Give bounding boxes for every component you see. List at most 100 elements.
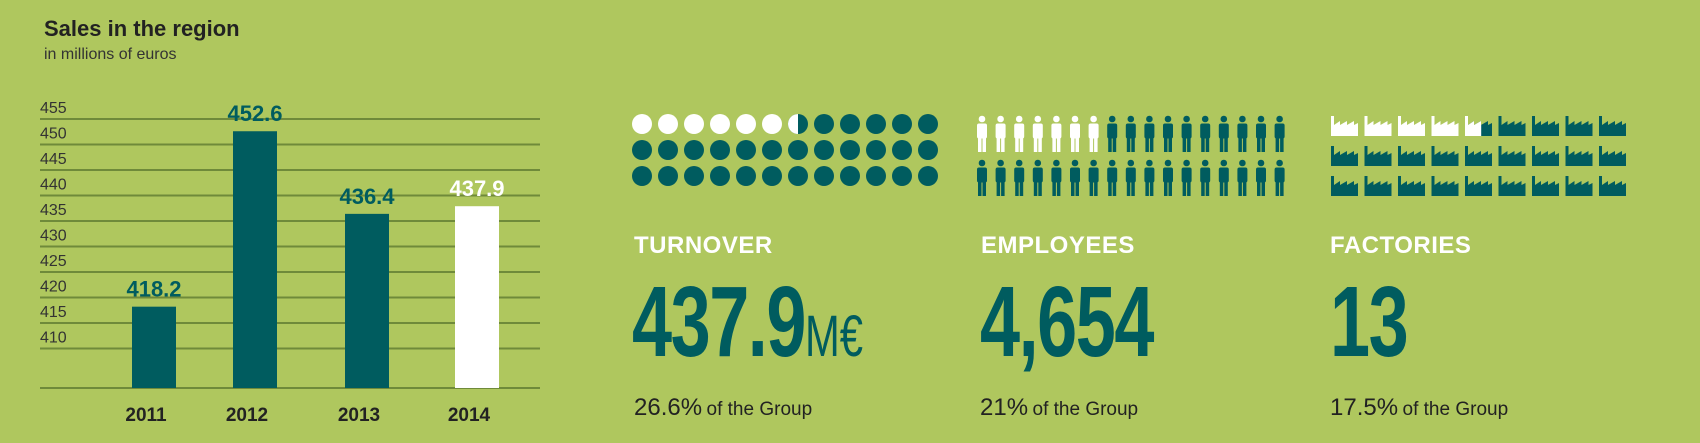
factory-icon [1498,146,1526,166]
employees-pictogram [977,115,1285,196]
turnover-pictogram [632,114,938,186]
circle-icon [710,166,730,186]
person-icon [995,159,1006,196]
circle-icon [788,166,808,186]
circle-icon [918,114,938,134]
person-icon [1032,159,1043,196]
person-icon [1181,159,1192,196]
person-icon [1218,115,1229,152]
factory-icon [1364,176,1392,196]
employees-label: EMPLOYEES [981,232,1135,259]
person-icon [1144,159,1155,196]
factory-icon [1331,116,1358,136]
circle-icon [736,114,756,134]
factory-icon [1331,176,1358,196]
bar-2011 [132,306,176,388]
person-icon [1163,159,1173,196]
y-tick-label: 445 [40,151,67,168]
factory-icon [1565,116,1593,136]
factory-icon [1398,146,1425,166]
person-icon [1237,159,1248,196]
circle-icon [658,140,678,160]
factory-icon [1431,176,1459,196]
bar-2014 [455,206,499,388]
person-icon [1144,115,1155,152]
circle-icon [892,166,912,186]
employees-value: 4,654 [980,266,1154,378]
factory-icon [1599,116,1626,136]
person-icon [1107,159,1118,196]
person-icon [1256,115,1266,152]
y-tick-label: 425 [40,253,67,270]
circle-icon [658,114,678,134]
x-tick-label: 2011 [125,405,167,426]
circle-icon [684,140,704,160]
circle-icon [892,114,912,134]
person-icon [977,159,987,196]
person-icon [1256,159,1266,196]
factory-icon [1599,146,1626,166]
person-icon [1051,159,1062,196]
sales-bar-chart: 410 415 420 425 430 435 440 445 450 455 418.2 2011 4… [40,100,540,426]
y-tick-label: 435 [40,202,67,219]
person-icon [1032,115,1043,152]
factories-share: 17.5% of the Group [1330,394,1509,421]
factory-icon [1465,116,1492,136]
factory-icon [1331,146,1358,166]
person-icon [1088,115,1099,152]
factory-icon [1364,146,1392,166]
y-tick-label: 430 [40,228,67,245]
circle-icon [788,140,808,160]
y-tick-label: 450 [40,126,67,143]
bar-value-label: 452.6 [227,101,282,126]
person-icon [1181,115,1192,152]
circle-icon [866,140,886,160]
factory-icon [1599,176,1626,196]
x-tick-label: 2014 [448,405,491,426]
x-tick-label: 2013 [338,405,380,426]
turnover-label: TURNOVER [634,232,773,259]
bar-value-label: 437.9 [449,176,504,201]
person-icon [1014,115,1025,152]
circle-icon [632,114,652,134]
circle-icon [814,140,834,160]
factory-icon [1532,116,1559,136]
circle-icon [684,166,704,186]
person-icon [1088,159,1099,196]
person-icon [1070,159,1080,196]
bar-2013 [345,213,389,388]
bar-value-label: 418.2 [126,277,181,302]
circle-icon [658,166,678,186]
person-icon [1070,115,1080,152]
circle-icon [710,114,730,134]
person-icon [1274,115,1285,152]
person-icon [1274,159,1285,196]
person-icon [995,115,1006,152]
factory-icon [1364,116,1392,136]
circle-icon [788,114,808,134]
person-icon [1014,159,1025,196]
factory-icon [1532,176,1559,196]
y-tick-label: 415 [40,304,67,321]
person-icon [1218,159,1229,196]
chart-subtitle: in millions of euros [44,46,177,63]
circle-icon [632,140,652,160]
circle-icon [736,166,756,186]
factory-icon [1565,176,1593,196]
circle-icon [762,140,782,160]
circle-icon [866,114,886,134]
y-tick-label: 440 [40,177,67,194]
factory-icon [1398,176,1425,196]
circle-icon [866,166,886,186]
circle-icon [762,166,782,186]
factory-icon [1532,146,1559,166]
person-icon [1200,115,1211,152]
circle-icon [918,166,938,186]
y-tick-label: 410 [40,330,67,347]
circle-icon [814,114,834,134]
chart-title: Sales in the region [44,16,240,41]
factory-icon [1431,146,1459,166]
circle-icon [632,166,652,186]
person-icon [1125,159,1136,196]
factory-icon [1398,116,1425,136]
